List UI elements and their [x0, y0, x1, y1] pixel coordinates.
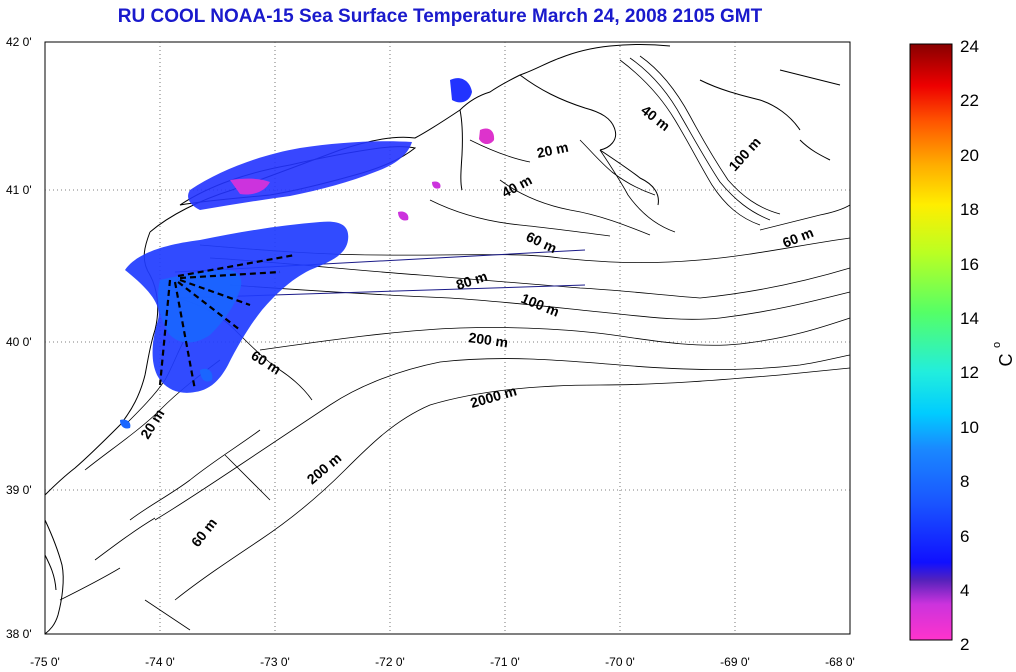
- map-title: RU COOL NOAA-15 Sea Surface Temperature …: [117, 6, 763, 27]
- cb-tick-8: 8: [960, 472, 969, 491]
- cb-tick-2: 2: [960, 635, 969, 654]
- colorbar-unit-label: C: [996, 354, 1016, 367]
- lon-tick-75: -75 0': [30, 655, 60, 669]
- colorbar-ticks: 24 22 20 18 16 14 12 10 8 6 4 2: [960, 37, 979, 654]
- lon-tick-69: -69 0': [720, 655, 750, 669]
- cb-tick-22: 22: [960, 91, 979, 110]
- cb-tick-16: 16: [960, 255, 979, 274]
- cb-tick-6: 6: [960, 527, 969, 546]
- radar-radials: [158, 253, 296, 391]
- lat-tick-38: 38 0': [6, 627, 32, 641]
- cb-tick-14: 14: [960, 309, 979, 328]
- depth-label-200m: 200 m: [468, 329, 510, 350]
- lon-tick-68: -68 0': [825, 655, 855, 669]
- lat-tick-41: 41 0': [6, 183, 32, 197]
- cb-tick-12: 12: [960, 363, 979, 382]
- lon-tick-74: -74 0': [145, 655, 175, 669]
- cb-tick-20: 20: [960, 146, 979, 165]
- lat-tick-39: 39 0': [6, 483, 32, 497]
- colorbar-gradient: [909, 43, 953, 641]
- lon-tick-71: -71 0': [490, 655, 520, 669]
- depth-label-20m: 20 m: [535, 139, 570, 161]
- sst-data-overlay: [120, 78, 495, 429]
- lat-tick-42: 42 0': [6, 35, 32, 49]
- cb-tick-18: 18: [960, 200, 979, 219]
- lon-tick-70: -70 0': [605, 655, 635, 669]
- cb-tick-4: 4: [960, 581, 969, 600]
- lon-tick-73: -73 0': [260, 655, 290, 669]
- temperature-colorbar: 24 22 20 18 16 14 12 10 8 6 4 2 C o: [909, 37, 1016, 654]
- lon-axis: -75 0' -74 0' -73 0' -72 0' -71 0' -70 0…: [30, 655, 855, 669]
- lon-tick-72: -72 0': [375, 655, 405, 669]
- lat-axis: 42 0' 41 0' 40 0' 39 0' 38 0': [6, 35, 32, 641]
- cb-tick-24: 24: [960, 37, 979, 56]
- cb-tick-10: 10: [960, 418, 979, 437]
- lat-tick-40: 40 0': [6, 335, 32, 349]
- colorbar-unit-degree: o: [991, 342, 1003, 348]
